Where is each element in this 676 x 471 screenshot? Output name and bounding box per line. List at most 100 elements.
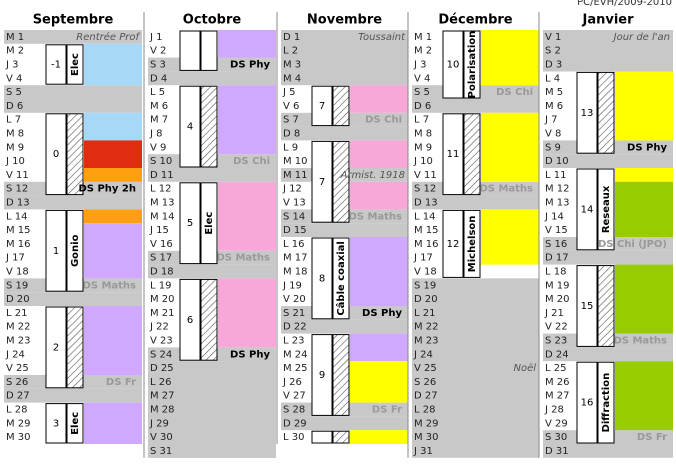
topic-box (463, 209, 481, 278)
day-label: L 12 (150, 184, 171, 195)
topic-box (66, 403, 84, 444)
day-label: D 4 (150, 73, 167, 84)
day-label: V 8 (545, 129, 561, 140)
exam-note: DS Maths (479, 184, 533, 195)
weekend-row (412, 195, 539, 210)
day-label: S 14 (283, 211, 305, 222)
day-label: V 16 (150, 239, 173, 250)
activity-block (218, 30, 276, 58)
activity-block (615, 71, 673, 141)
day-label: M 9 (6, 142, 24, 153)
day-label: S 12 (6, 184, 28, 195)
week-number: 2 (53, 342, 59, 353)
day-label: J 5 (282, 87, 296, 98)
activity-block (615, 361, 673, 431)
day-label: V 6 (283, 101, 299, 112)
day-label: V 20 (283, 294, 306, 305)
week-number: 9 (319, 370, 325, 381)
topic-box (597, 168, 615, 251)
day-label: D 20 (6, 294, 30, 305)
day-label: D 29 (283, 418, 307, 429)
day-label: D 25 (150, 363, 174, 374)
week-number: 5 (187, 218, 193, 229)
day-label: M 30 (414, 432, 439, 443)
day-label: M 19 (545, 280, 570, 291)
day-label: J 22 (149, 322, 169, 333)
day-label: M 10 (283, 156, 308, 167)
month-column: Novembre D 1 L 2 M 3 M 4 J 5 V 6 S 7 D 8 L 9 M 10 M… (276, 12, 408, 444)
day-label: L 23 (283, 336, 304, 347)
day-label: V 30 (150, 432, 173, 443)
day-label: V 9 (150, 142, 166, 153)
topic-label: Elec (204, 212, 215, 235)
day-label: L 16 (283, 239, 304, 250)
day-label: J 3 (413, 60, 427, 71)
topic-label: Elec (70, 412, 81, 435)
activity-block (84, 306, 142, 375)
topic-box (332, 430, 350, 444)
month-column: Décembre M 1 M 2 J 3 V 4 S 5 D 6 L 7 M 8 M 9 J 10 V… (407, 12, 539, 458)
day-label: L 14 (414, 211, 435, 222)
topic-box (66, 306, 84, 389)
exam-note: DS Chi (365, 115, 402, 126)
exam-note: DS Maths (82, 280, 136, 291)
day-label: M 20 (545, 294, 570, 305)
day-label: S 5 (414, 87, 430, 98)
day-label: J 1 (149, 32, 163, 43)
week-box (179, 85, 201, 168)
day-label: J 31 (413, 446, 433, 457)
exam-note: DS Phy (627, 142, 667, 153)
day-label: V 4 (414, 73, 430, 84)
day-label: J 10 (413, 156, 433, 167)
topic-box (200, 278, 218, 361)
topic-label: Gonio (70, 234, 81, 267)
day-label: V 22 (545, 322, 568, 333)
day-label: L 2 (283, 46, 298, 57)
day-label: M 1 (414, 32, 432, 43)
activity-block (218, 278, 276, 348)
exam-note: DS Phy (230, 349, 270, 360)
day-label: D 31 (545, 446, 569, 457)
topic-box (66, 209, 84, 292)
topic-label: Diffraction (601, 373, 612, 433)
day-label: V 15 (545, 225, 568, 236)
day-label: D 6 (414, 101, 431, 112)
month-title: Septembre (33, 13, 114, 28)
day-label: M 16 (414, 239, 439, 250)
week-box (45, 44, 67, 85)
weekend-row (148, 168, 276, 182)
day-label: M 30 (6, 432, 31, 443)
weekend-row (4, 292, 142, 306)
day-label: S 21 (283, 308, 305, 319)
month-title: Novembre (307, 13, 382, 28)
topic-box (332, 140, 350, 223)
day-label: L 21 (6, 308, 27, 319)
holiday-label: Armist. 1918 (340, 170, 405, 181)
activity-block (350, 237, 408, 306)
topic-label: Michelson (467, 216, 478, 273)
day-label: M 13 (545, 198, 570, 209)
holiday-label: Toussaint (358, 32, 406, 43)
day-label: J 21 (544, 308, 564, 319)
day-label: J 7 (544, 115, 558, 126)
holiday-label: Noël (513, 363, 536, 374)
day-label: M 23 (6, 336, 31, 347)
day-label: S 23 (545, 336, 567, 347)
activity-block (84, 223, 142, 279)
month-column: Janvier V 1 S 2 D 3 L 4 M 5 M 6 J 7 V 8 S 9 D 10 L … (538, 12, 673, 458)
topic-box (66, 113, 84, 196)
holiday (148, 361, 276, 458)
week-number: 15 (581, 301, 594, 312)
topic-label: Polarisation (467, 31, 478, 99)
weekend-row (543, 444, 673, 458)
day-label: L 26 (150, 377, 171, 388)
weekend-row (412, 99, 539, 113)
day-label: S 28 (283, 405, 305, 416)
topic-box (463, 30, 481, 99)
week-number: 6 (187, 315, 193, 326)
week-box (576, 361, 598, 444)
day-label: D 11 (150, 170, 174, 181)
day-label: J 19 (282, 280, 302, 291)
day-label: V 29 (545, 418, 568, 429)
day-label: M 25 (283, 363, 308, 374)
